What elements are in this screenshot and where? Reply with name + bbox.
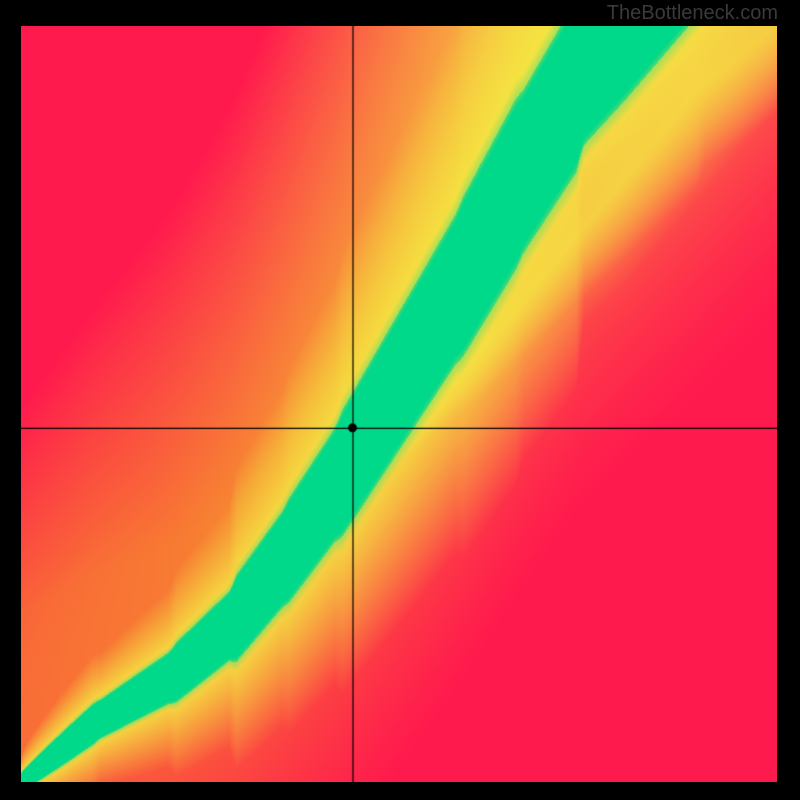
watermark-text: TheBottleneck.com [607, 2, 778, 25]
bottleneck-heatmap [21, 26, 777, 782]
